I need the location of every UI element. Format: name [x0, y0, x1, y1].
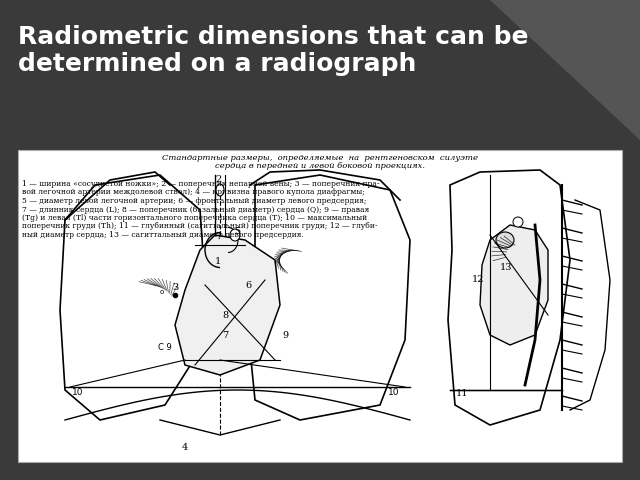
Text: 1: 1 — [215, 257, 221, 266]
Polygon shape — [490, 0, 640, 140]
Text: 10: 10 — [388, 388, 399, 397]
Ellipse shape — [513, 217, 523, 227]
Text: 11: 11 — [456, 389, 468, 398]
Text: (Tg) и левая (Tl) части горизонтального поперечника сердца (T); 10 — максимальны: (Tg) и левая (Tl) части горизонтального … — [22, 214, 367, 222]
Text: 10: 10 — [72, 388, 83, 397]
Text: 8: 8 — [222, 311, 228, 320]
Polygon shape — [480, 225, 548, 345]
Text: 7: 7 — [222, 331, 228, 339]
Text: 3: 3 — [172, 284, 178, 292]
Text: 13: 13 — [500, 263, 513, 272]
Bar — [18, 150, 622, 462]
Text: ный диаметр сердца; 13 — сагиттальный диаметр левого предсердия.: ный диаметр сердца; 13 — сагиттальный ди… — [22, 231, 304, 239]
Text: 5: 5 — [234, 228, 240, 237]
Text: 1 — ширина «сосудистой ножки»; 2 — поперечник непарной вены; 3 — поперечник пра-: 1 — ширина «сосудистой ножки»; 2 — попер… — [22, 180, 380, 188]
Ellipse shape — [230, 229, 240, 241]
Polygon shape — [250, 175, 410, 420]
Text: 7 — длинник сердца (L); 8 — поперечник (базальный диаметр) сердца (Q); 9 — права: 7 — длинник сердца (L); 8 — поперечник (… — [22, 205, 369, 214]
Text: вой легочной артерии междолевой ствол); 4 — кривизна правого купола диафрагмы;: вой легочной артерии междолевой ствол); … — [22, 189, 365, 196]
Polygon shape — [175, 235, 280, 375]
Text: determined on a radiograph: determined on a radiograph — [18, 52, 417, 76]
Text: сердца в передней и левой боковой проекциях.: сердца в передней и левой боковой проекц… — [215, 162, 425, 170]
Text: 6: 6 — [245, 280, 251, 289]
Ellipse shape — [216, 184, 224, 196]
Text: 2: 2 — [215, 176, 221, 184]
Ellipse shape — [496, 232, 514, 248]
Text: поперечник груди (Th); 11 — глубинный (сагиттальный) поперечник груди; 12 — глуб: поперечник груди (Th); 11 — глубинный (с… — [22, 223, 378, 230]
Text: 5 — диаметр левой легочной артерии; 6 — фронтальный диаметр левого предсердия;: 5 — диаметр левой легочной артерии; 6 — … — [22, 197, 367, 205]
Text: Radiometric dimensions that can be: Radiometric dimensions that can be — [18, 25, 529, 49]
Polygon shape — [60, 175, 205, 420]
Text: o: o — [160, 289, 164, 295]
Text: 4: 4 — [182, 444, 188, 453]
Polygon shape — [448, 170, 570, 425]
Text: C 9: C 9 — [158, 343, 172, 352]
Text: 12: 12 — [472, 275, 484, 284]
Text: 9: 9 — [282, 331, 288, 339]
Text: Стандартные размеры,  определяемые  на  рентгеновском  силуэте: Стандартные размеры, определяемые на рен… — [162, 154, 478, 162]
